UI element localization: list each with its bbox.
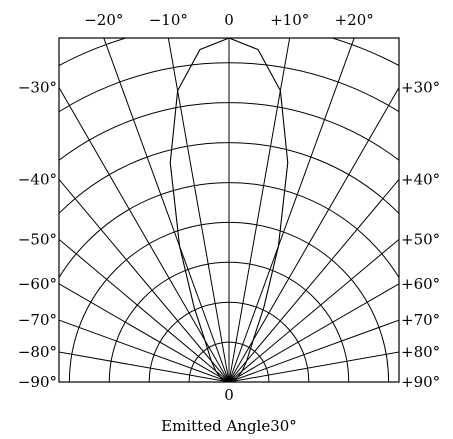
right-tick-label: +90° (401, 373, 440, 391)
grid-spoke-m80 (59, 351, 230, 382)
left-tick-label: −60° (18, 275, 57, 293)
grid-spoke-m10 (167, 38, 230, 382)
right-tick-label: +80° (401, 343, 440, 361)
grid-spoke-m30 (59, 86, 230, 382)
left-tick-label: −80° (18, 343, 57, 361)
top-tick-label: −20° (84, 11, 123, 29)
grid-spoke-p30 (228, 86, 399, 382)
grid-spoke-m20 (103, 38, 230, 382)
grid-spoke-p80 (228, 351, 399, 382)
tick-labels: −20° −10° 0 +10° +20° −30° +30° −40° +40° −50° +50… (18, 11, 440, 404)
grid-spoke-p60 (228, 283, 399, 382)
grid-spoke-m70 (59, 319, 230, 382)
top-tick-label: +10° (270, 11, 309, 29)
grid-spoke-p10 (228, 38, 291, 382)
right-tick-label: +50° (401, 230, 440, 248)
polar-grid (59, 38, 399, 382)
x-axis-label: Emitted Angle30° (161, 417, 297, 435)
grid-spoke-p70 (228, 319, 399, 382)
intensity-curve (169, 38, 289, 382)
right-tick-label: +40° (401, 170, 440, 188)
right-tick-label: +60° (401, 275, 440, 293)
grid-ring-7 (59, 102, 399, 162)
right-tick-label: +30° (401, 79, 440, 97)
top-tick-label: −10° (149, 11, 188, 29)
grid-spoke-p20 (228, 38, 355, 382)
left-tick-label: −40° (18, 170, 57, 188)
grid-spoke-m40 (59, 178, 230, 382)
grid-spoke-m60 (59, 283, 230, 382)
left-tick-label: −50° (18, 230, 57, 248)
grid-ring-9 (59, 38, 399, 67)
top-tick-label: +20° (335, 11, 374, 29)
top-tick-label: 0 (224, 11, 234, 29)
left-tick-label: −30° (18, 79, 57, 97)
center-label: 0 (224, 386, 234, 404)
left-tick-label: −70° (18, 311, 57, 329)
grid-spoke-p50 (228, 238, 399, 382)
right-tick-label: +70° (401, 311, 440, 329)
intensity-series (169, 38, 289, 382)
grid-spoke-m50 (59, 238, 230, 382)
grid-spoke-p40 (228, 178, 399, 382)
left-tick-label: −90° (18, 373, 57, 391)
